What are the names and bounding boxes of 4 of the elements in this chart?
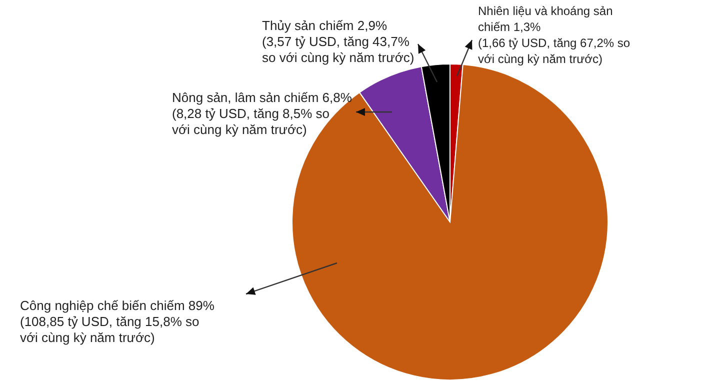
slice-label: Nông sản, lâm sản chiếm 6,8% (8,28 tỷ USD, tăng 8,5% so với cùng kỳ năm trước): [172, 90, 352, 137]
slice-label: Nhiên liệu và khoáng sản chiếm 1,3% (1,66 tỷ USD, tăng 67,2% so với cùng kỳ năm trước): [478, 4, 630, 66]
slice-label: Thủy sản chiếm 2,9% (3,57 tỷ USD, tăng 43,7% so với cùng kỳ năm trước): [262, 18, 414, 65]
slice-label: Công nghiệp chế biến chiếm 89% (108,85 tỷ USD, tăng 15,8% so với cùng kỳ năm trước): [20, 298, 215, 345]
